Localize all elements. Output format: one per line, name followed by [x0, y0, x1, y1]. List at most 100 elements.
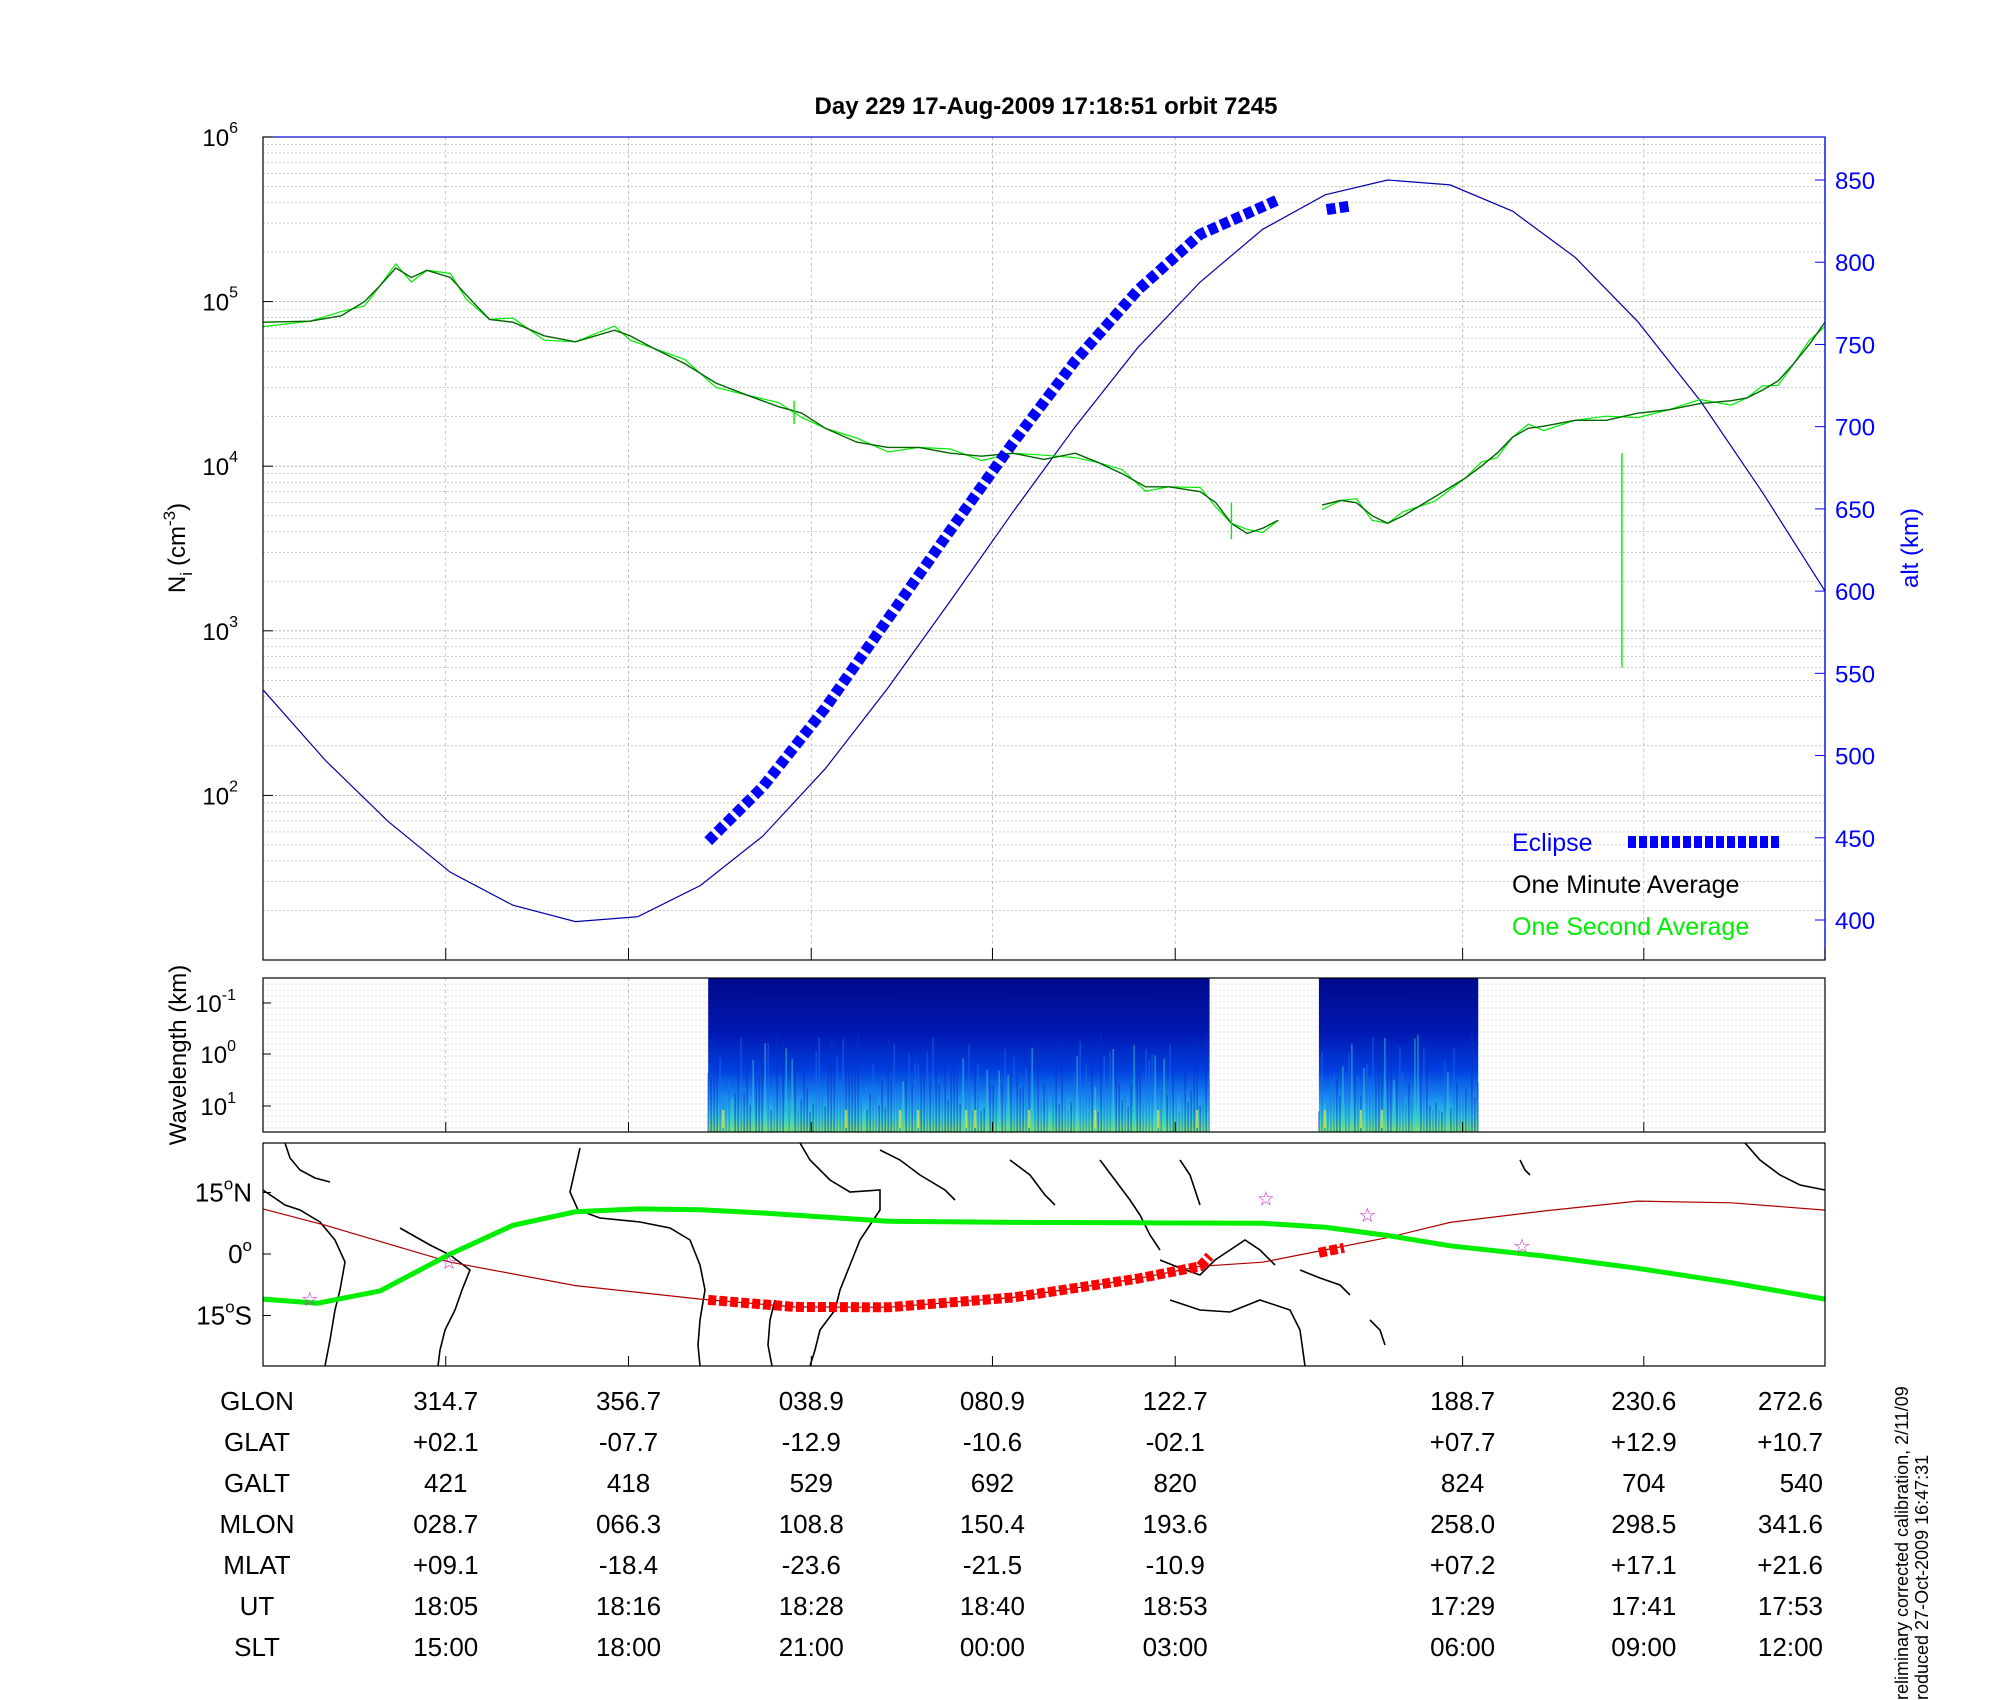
map-panel: ☆ ☆ ☆ ☆ ☆ 15oN 0o 15oS	[195, 1142, 1826, 1367]
spectrogram-ylabel: Wavelength (km)	[165, 965, 192, 1146]
left-tick-exponent: 5	[229, 285, 238, 302]
eclipse-series-line	[1325, 200, 1350, 216]
right-tick-label: 500	[1835, 744, 1875, 771]
ni-subscript: i	[177, 572, 196, 576]
legend-second-label: One Second Average	[1512, 913, 1749, 941]
table-cell: 17:53	[1758, 1591, 1823, 1621]
africa-east-coast	[799, 1142, 881, 1367]
table-cell: 15:00	[413, 1632, 478, 1662]
top-panel-grid	[263, 136, 1825, 961]
table-cell: 704	[1622, 1468, 1665, 1498]
svg-text:Ni(cm-3): Ni (cm-3)	[160, 503, 196, 593]
map-lat-tick-label: 0o	[228, 1236, 252, 1269]
table-row-label: GLON	[220, 1386, 294, 1416]
minute-average-line	[262, 267, 1279, 535]
table-cell: 066.3	[596, 1509, 661, 1539]
table-cell: 03:00	[1143, 1632, 1208, 1662]
chart-title: Day 229 17-Aug-2009 17:18:51 orbit 7245	[815, 93, 1278, 120]
map-lat-value: 0	[228, 1239, 242, 1269]
table-cell: 18:40	[960, 1591, 1025, 1621]
table-cell: -10.6	[963, 1427, 1022, 1457]
table-cell: 18:05	[413, 1591, 478, 1621]
right-tick-label: 650	[1835, 497, 1875, 524]
map-lat-ticks: 15oN 0o 15oS	[195, 1175, 271, 1331]
ni-unit-close: )	[164, 503, 191, 511]
table-cell: 193.6	[1143, 1509, 1208, 1539]
table-cell: -07.7	[599, 1427, 658, 1457]
spectrogram-frame	[262, 977, 1826, 1133]
table-cell: +07.7	[1430, 1427, 1496, 1457]
spectrogram-tick-label: 100	[200, 1038, 236, 1069]
table-cell: +09.1	[413, 1550, 479, 1580]
right-axis-label: alt (km)	[1897, 508, 1924, 588]
spectrogram-data	[707, 978, 1479, 1132]
ground-track-eclipse	[707, 1252, 1214, 1313]
left-axis-label: Ni (cm-3)	[160, 503, 196, 593]
new-guinea	[1299, 1269, 1351, 1296]
table-cell: +07.2	[1430, 1550, 1496, 1580]
spectrogram-tick-label: 10-1	[195, 987, 236, 1018]
table-cell: 820	[1154, 1468, 1197, 1498]
map-lat-value: 15	[195, 1178, 224, 1208]
table-cell: 692	[971, 1468, 1014, 1498]
spectrogram-tick-base: 10	[200, 1094, 227, 1121]
left-tick-exponent: 4	[229, 449, 238, 466]
map-lat-hemisphere: S	[235, 1301, 252, 1331]
table-cell: 540	[1780, 1468, 1823, 1498]
right-tick-label: 700	[1835, 415, 1875, 442]
left-tick-base: 10	[202, 125, 229, 152]
table-cell: 09:00	[1611, 1632, 1676, 1662]
table-cell: 108.8	[779, 1509, 844, 1539]
southeast-asia-coast	[1099, 1159, 1161, 1251]
map-lat-value: 15	[196, 1301, 225, 1331]
station-star-marker: ☆	[1513, 1236, 1531, 1258]
table-cell: 272.6	[1758, 1386, 1823, 1416]
table-cell: +12.9	[1611, 1427, 1677, 1457]
station-star-marker: ☆	[1358, 1205, 1376, 1227]
table-cell: -02.1	[1146, 1427, 1205, 1457]
table-row-label: MLAT	[223, 1550, 291, 1580]
station-star-marker: ☆	[1257, 1189, 1275, 1211]
map-lat-tick-label: 15oN	[195, 1175, 252, 1208]
ni-unit-exponent: -3	[160, 511, 179, 526]
table-cell: -10.9	[1146, 1550, 1205, 1580]
philippines	[1179, 1159, 1201, 1206]
left-tick-exponent: 6	[229, 120, 238, 137]
x-ticks	[445, 948, 1826, 1366]
right-tick-label: 550	[1835, 661, 1875, 688]
pacific-islands	[1369, 1319, 1386, 1346]
south-america-west-coast	[262, 1189, 346, 1367]
altitude-series-line	[262, 179, 1826, 923]
table-row-label: SLT	[234, 1632, 280, 1662]
table-cell: 12:00	[1758, 1632, 1823, 1662]
mexico-coast	[1744, 1142, 1826, 1191]
table-cell: -12.9	[782, 1427, 841, 1457]
table-cell: 230.6	[1611, 1386, 1676, 1416]
legend: Eclipse One Minute Average One Second Av…	[1512, 829, 1780, 941]
left-tick-label: 106	[202, 120, 238, 152]
table-row-label: GLAT	[224, 1427, 290, 1457]
map-lat-tick-label: 15oS	[196, 1298, 252, 1331]
right-tick-label: 850	[1835, 168, 1875, 195]
table-cell: 122.7	[1143, 1386, 1208, 1416]
right-tick-label: 750	[1835, 332, 1875, 359]
spectrogram-tick-label: 101	[200, 1090, 236, 1121]
india-coast	[1009, 1159, 1056, 1206]
table-cell: -18.4	[599, 1550, 658, 1580]
station-star-marker: ☆	[301, 1289, 319, 1311]
arabia-coast	[879, 1149, 956, 1201]
spectrogram-tick-exponent: -1	[222, 987, 236, 1004]
left-tick-base: 10	[202, 454, 229, 481]
legend-minute-label: One Minute Average	[1512, 871, 1739, 899]
calibration-note: Preliminary corrected calibration, 2/11/…	[1892, 1386, 1912, 1700]
legend-eclipse-label: Eclipse	[1512, 829, 1593, 857]
produced-note: Produced 27-Oct-2009 16:47:31	[1912, 1455, 1932, 1700]
table-cell: -23.6	[782, 1550, 841, 1580]
right-tick-label: 400	[1835, 908, 1875, 935]
station-star-marker: ☆	[440, 1252, 458, 1274]
